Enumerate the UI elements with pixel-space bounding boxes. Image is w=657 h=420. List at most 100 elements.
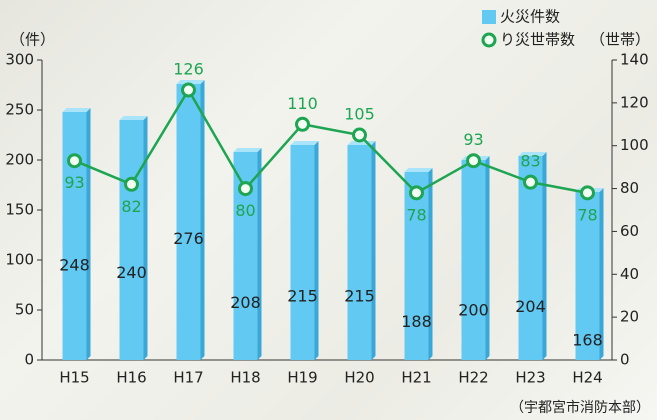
bar-side	[257, 148, 262, 360]
line	[74, 87, 588, 195]
line-marker	[238, 181, 253, 197]
y2-tick-label: 0	[620, 351, 630, 369]
x-tick-label: H20	[344, 369, 374, 387]
y-tick-label: 200	[5, 151, 34, 169]
bar-front	[347, 145, 372, 360]
x-tick-label: H19	[287, 369, 317, 387]
bar-side	[542, 152, 547, 360]
line-value-label: 78	[577, 205, 597, 224]
x-tick-label: H24	[572, 369, 602, 387]
source: （宇都宮市消防本部）	[510, 399, 650, 416]
y-tick-label: 0	[24, 351, 34, 369]
line-marker	[295, 116, 310, 132]
bar-value-label: 204	[515, 297, 546, 316]
bar	[62, 108, 91, 360]
x-tick-label: H23	[515, 369, 545, 387]
bar-value-label: 208	[230, 293, 261, 312]
line-value-label: 83	[520, 152, 540, 171]
bar	[119, 116, 148, 360]
line-value-label: 126	[173, 60, 204, 79]
bar	[176, 80, 205, 360]
line-value-label: 110	[287, 94, 318, 113]
line-marker	[466, 153, 481, 169]
bar-side	[86, 108, 91, 360]
bar-top	[233, 148, 262, 152]
bar-side	[200, 80, 205, 360]
x-tick-label: H15	[59, 369, 89, 387]
bar-value-label: 276	[173, 229, 204, 248]
legend-label: 火災件数	[500, 8, 560, 26]
bar-front	[404, 172, 429, 360]
bar	[518, 152, 547, 360]
line-value-label: 78	[406, 205, 426, 224]
bar-top	[176, 80, 205, 84]
bar-front	[518, 156, 543, 360]
line-marker	[523, 174, 538, 190]
line-value-label: 82	[121, 197, 141, 216]
line-marker	[181, 82, 196, 98]
y2-tick-label: 20	[620, 308, 639, 326]
bar-top	[404, 168, 433, 172]
x-tick-label: H21	[401, 369, 431, 387]
x-tick-label: H22	[458, 369, 488, 387]
y-tick-label: 100	[5, 251, 34, 269]
bar	[290, 141, 319, 360]
line-marker	[409, 185, 424, 201]
bar-side	[428, 168, 433, 360]
y2-axis-label: （世帯）	[590, 31, 650, 49]
y-tick-label: 50	[15, 301, 34, 319]
bar-top	[119, 116, 148, 120]
line-value-label: 93	[463, 130, 483, 149]
bar	[461, 156, 490, 360]
bar	[575, 188, 604, 360]
bar-side	[143, 116, 148, 360]
bar-front	[119, 120, 144, 360]
x-tick-label: H16	[116, 369, 146, 387]
bar-value-label: 215	[344, 287, 375, 306]
bar-value-label: 215	[287, 287, 318, 306]
y2-tick-label: 60	[620, 222, 639, 240]
y-tick-label: 150	[5, 201, 34, 219]
y2-tick-label: 40	[620, 265, 639, 283]
line-marker	[580, 185, 595, 201]
bar-side	[485, 156, 490, 360]
bar	[404, 168, 433, 360]
y2-tick-label: 120	[620, 93, 649, 111]
bar-value-label: 168	[572, 331, 603, 350]
y-axis-label: （件）	[10, 31, 55, 49]
bar-front	[62, 112, 87, 360]
bar-top	[518, 152, 547, 156]
bar-side	[599, 188, 604, 360]
line-marker	[124, 176, 139, 192]
bar	[233, 148, 262, 360]
y-tick-label: 300	[5, 51, 34, 69]
bar-top	[62, 108, 91, 112]
y-tick-label: 250	[5, 101, 34, 119]
legend-swatch	[481, 32, 497, 48]
legend-swatch	[482, 10, 496, 24]
y2-tick-label: 140	[620, 51, 649, 69]
line-value-label: 93	[64, 173, 84, 192]
bar-value-label: 240	[116, 263, 147, 282]
y2-tick-label: 100	[620, 136, 649, 154]
x-tick-label: H18	[230, 369, 260, 387]
bar-top	[290, 141, 319, 145]
line-value-label: 80	[235, 201, 255, 220]
bar-side	[314, 141, 319, 360]
bar-front	[176, 84, 201, 360]
y2-tick-label: 80	[620, 179, 639, 197]
line-marker	[67, 153, 82, 169]
bar-side	[371, 141, 376, 360]
bar-front	[290, 145, 315, 360]
bar-value-label: 248	[59, 256, 90, 275]
bar-front	[575, 192, 600, 360]
x-tick-label: H17	[173, 369, 203, 387]
legend-label: り災世帯数	[500, 31, 575, 49]
bar-front	[461, 160, 486, 360]
line-value-label: 105	[344, 105, 375, 124]
bar-value-label: 200	[458, 301, 489, 320]
bar-value-label: 188	[401, 312, 432, 331]
bar	[347, 141, 376, 360]
line-marker	[352, 127, 367, 143]
